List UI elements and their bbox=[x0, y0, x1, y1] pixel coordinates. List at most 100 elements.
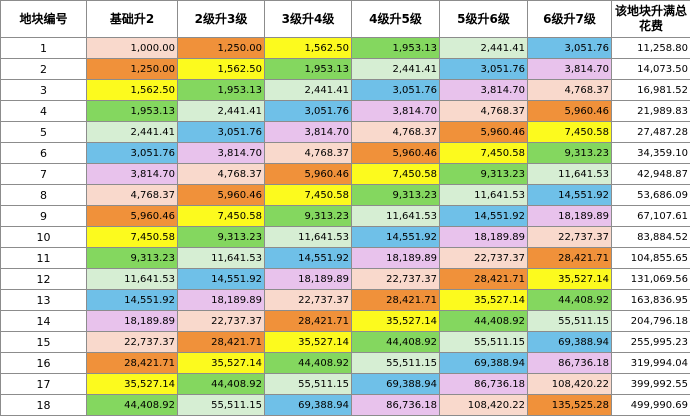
cost-cell[interactable]: 3,051.76 bbox=[439, 58, 528, 80]
cost-cell[interactable]: 11,641.53 bbox=[351, 205, 440, 227]
cost-cell[interactable]: 22,737.37 bbox=[86, 331, 178, 353]
cost-cell[interactable]: 14,551.92 bbox=[177, 268, 265, 290]
header-3-to-4[interactable]: 3级升4级 bbox=[264, 0, 352, 38]
total-cost-cell[interactable]: 67,107.61 bbox=[611, 205, 690, 227]
total-cost-cell[interactable]: 399,992.55 bbox=[611, 373, 690, 395]
cost-cell[interactable]: 1,562.50 bbox=[86, 79, 178, 101]
total-cost-cell[interactable]: 163,836.95 bbox=[611, 289, 690, 311]
cost-cell[interactable]: 9,313.23 bbox=[177, 226, 265, 248]
cost-cell[interactable]: 11,641.53 bbox=[527, 163, 612, 185]
total-cost-cell[interactable]: 34,359.10 bbox=[611, 142, 690, 164]
cost-cell[interactable]: 4,768.37 bbox=[264, 142, 352, 164]
cost-cell[interactable]: 14,551.92 bbox=[527, 184, 612, 206]
cost-cell[interactable]: 9,313.23 bbox=[86, 247, 178, 269]
cost-cell[interactable]: 35,527.14 bbox=[86, 373, 178, 395]
cost-cell[interactable]: 2,441.41 bbox=[177, 100, 265, 122]
cost-cell[interactable]: 2,441.41 bbox=[264, 79, 352, 101]
cost-cell[interactable]: 5,960.46 bbox=[177, 184, 265, 206]
cost-cell[interactable]: 1,250.00 bbox=[177, 37, 265, 59]
cost-cell[interactable]: 3,814.70 bbox=[177, 142, 265, 164]
plot-id-cell[interactable]: 15 bbox=[0, 331, 87, 353]
cost-cell[interactable]: 7,450.58 bbox=[264, 184, 352, 206]
plot-id-cell[interactable]: 6 bbox=[0, 142, 87, 164]
plot-id-cell[interactable]: 18 bbox=[0, 394, 87, 416]
cost-cell[interactable]: 5,960.46 bbox=[86, 205, 178, 227]
plot-id-cell[interactable]: 5 bbox=[0, 121, 87, 143]
cost-cell[interactable]: 9,313.23 bbox=[527, 142, 612, 164]
total-cost-cell[interactable]: 104,855.65 bbox=[611, 247, 690, 269]
total-cost-cell[interactable]: 14,073.50 bbox=[611, 58, 690, 80]
cost-cell[interactable]: 14,551.92 bbox=[351, 226, 440, 248]
cost-cell[interactable]: 22,737.37 bbox=[439, 247, 528, 269]
cost-cell[interactable]: 35,527.14 bbox=[439, 289, 528, 311]
cost-cell[interactable]: 35,527.14 bbox=[264, 331, 352, 353]
header-2-to-3[interactable]: 2级升3级 bbox=[177, 0, 265, 38]
cost-cell[interactable]: 3,051.76 bbox=[264, 100, 352, 122]
total-cost-cell[interactable]: 11,258.80 bbox=[611, 37, 690, 59]
cost-cell[interactable]: 3,814.70 bbox=[86, 163, 178, 185]
total-cost-cell[interactable]: 204,796.18 bbox=[611, 310, 690, 332]
cost-cell[interactable]: 44,408.92 bbox=[264, 352, 352, 374]
header-6-to-7[interactable]: 6级升7级 bbox=[527, 0, 612, 38]
cost-cell[interactable]: 1,953.13 bbox=[177, 79, 265, 101]
cost-cell[interactable]: 1,953.13 bbox=[264, 58, 352, 80]
cost-cell[interactable]: 2,441.41 bbox=[439, 37, 528, 59]
cost-cell[interactable]: 28,421.71 bbox=[264, 310, 352, 332]
cost-cell[interactable]: 1,562.50 bbox=[264, 37, 352, 59]
cost-cell[interactable]: 3,051.76 bbox=[527, 37, 612, 59]
cost-cell[interactable]: 35,527.14 bbox=[527, 268, 612, 290]
cost-cell[interactable]: 44,408.92 bbox=[351, 331, 440, 353]
cost-cell[interactable]: 1,562.50 bbox=[177, 58, 265, 80]
cost-cell[interactable]: 4,768.37 bbox=[351, 121, 440, 143]
plot-id-cell[interactable]: 9 bbox=[0, 205, 87, 227]
cost-cell[interactable]: 4,768.37 bbox=[527, 79, 612, 101]
cost-cell[interactable]: 69,388.94 bbox=[264, 394, 352, 416]
plot-id-cell[interactable]: 8 bbox=[0, 184, 87, 206]
cost-cell[interactable]: 14,551.92 bbox=[439, 205, 528, 227]
cost-cell[interactable]: 2,441.41 bbox=[351, 58, 440, 80]
plot-id-cell[interactable]: 13 bbox=[0, 289, 87, 311]
cost-cell[interactable]: 44,408.92 bbox=[177, 373, 265, 395]
cost-cell[interactable]: 18,189.89 bbox=[527, 205, 612, 227]
cost-cell[interactable]: 4,768.37 bbox=[177, 163, 265, 185]
cost-cell[interactable]: 3,814.70 bbox=[351, 100, 440, 122]
cost-cell[interactable]: 5,960.46 bbox=[351, 142, 440, 164]
cost-cell[interactable]: 55,511.15 bbox=[527, 310, 612, 332]
plot-id-cell[interactable]: 17 bbox=[0, 373, 87, 395]
cost-cell[interactable]: 28,421.71 bbox=[351, 289, 440, 311]
cost-cell[interactable]: 18,189.89 bbox=[177, 289, 265, 311]
plot-id-cell[interactable]: 12 bbox=[0, 268, 87, 290]
cost-cell[interactable]: 18,189.89 bbox=[264, 268, 352, 290]
cost-cell[interactable]: 5,960.46 bbox=[527, 100, 612, 122]
plot-id-cell[interactable]: 2 bbox=[0, 58, 87, 80]
cost-cell[interactable]: 44,408.92 bbox=[86, 394, 178, 416]
cost-cell[interactable]: 108,420.22 bbox=[439, 394, 528, 416]
cost-cell[interactable]: 35,527.14 bbox=[177, 352, 265, 374]
cost-cell[interactable]: 1,953.13 bbox=[351, 37, 440, 59]
cost-cell[interactable]: 35,527.14 bbox=[351, 310, 440, 332]
total-cost-cell[interactable]: 53,686.09 bbox=[611, 184, 690, 206]
cost-cell[interactable]: 108,420.22 bbox=[527, 373, 612, 395]
cost-cell[interactable]: 5,960.46 bbox=[439, 121, 528, 143]
cost-cell[interactable]: 55,511.15 bbox=[264, 373, 352, 395]
cost-cell[interactable]: 28,421.71 bbox=[86, 352, 178, 374]
header-4-to-5[interactable]: 4级升5级 bbox=[351, 0, 440, 38]
cost-cell[interactable]: 86,736.18 bbox=[351, 394, 440, 416]
cost-cell[interactable]: 7,450.58 bbox=[86, 226, 178, 248]
cost-cell[interactable]: 18,189.89 bbox=[351, 247, 440, 269]
cost-cell[interactable]: 44,408.92 bbox=[439, 310, 528, 332]
header-plot-id[interactable]: 地块编号 bbox=[0, 0, 87, 38]
cost-cell[interactable]: 11,641.53 bbox=[86, 268, 178, 290]
total-cost-cell[interactable]: 21,989.83 bbox=[611, 100, 690, 122]
cost-cell[interactable]: 14,551.92 bbox=[264, 247, 352, 269]
cost-cell[interactable]: 18,189.89 bbox=[439, 226, 528, 248]
cost-cell[interactable]: 135,525.28 bbox=[527, 394, 612, 416]
cost-cell[interactable]: 1,250.00 bbox=[86, 58, 178, 80]
cost-cell[interactable]: 3,814.70 bbox=[264, 121, 352, 143]
plot-id-cell[interactable]: 16 bbox=[0, 352, 87, 374]
plot-id-cell[interactable]: 11 bbox=[0, 247, 87, 269]
cost-cell[interactable]: 28,421.71 bbox=[177, 331, 265, 353]
cost-cell[interactable]: 7,450.58 bbox=[177, 205, 265, 227]
cost-cell[interactable]: 28,421.71 bbox=[439, 268, 528, 290]
cost-cell[interactable]: 2,441.41 bbox=[86, 121, 178, 143]
